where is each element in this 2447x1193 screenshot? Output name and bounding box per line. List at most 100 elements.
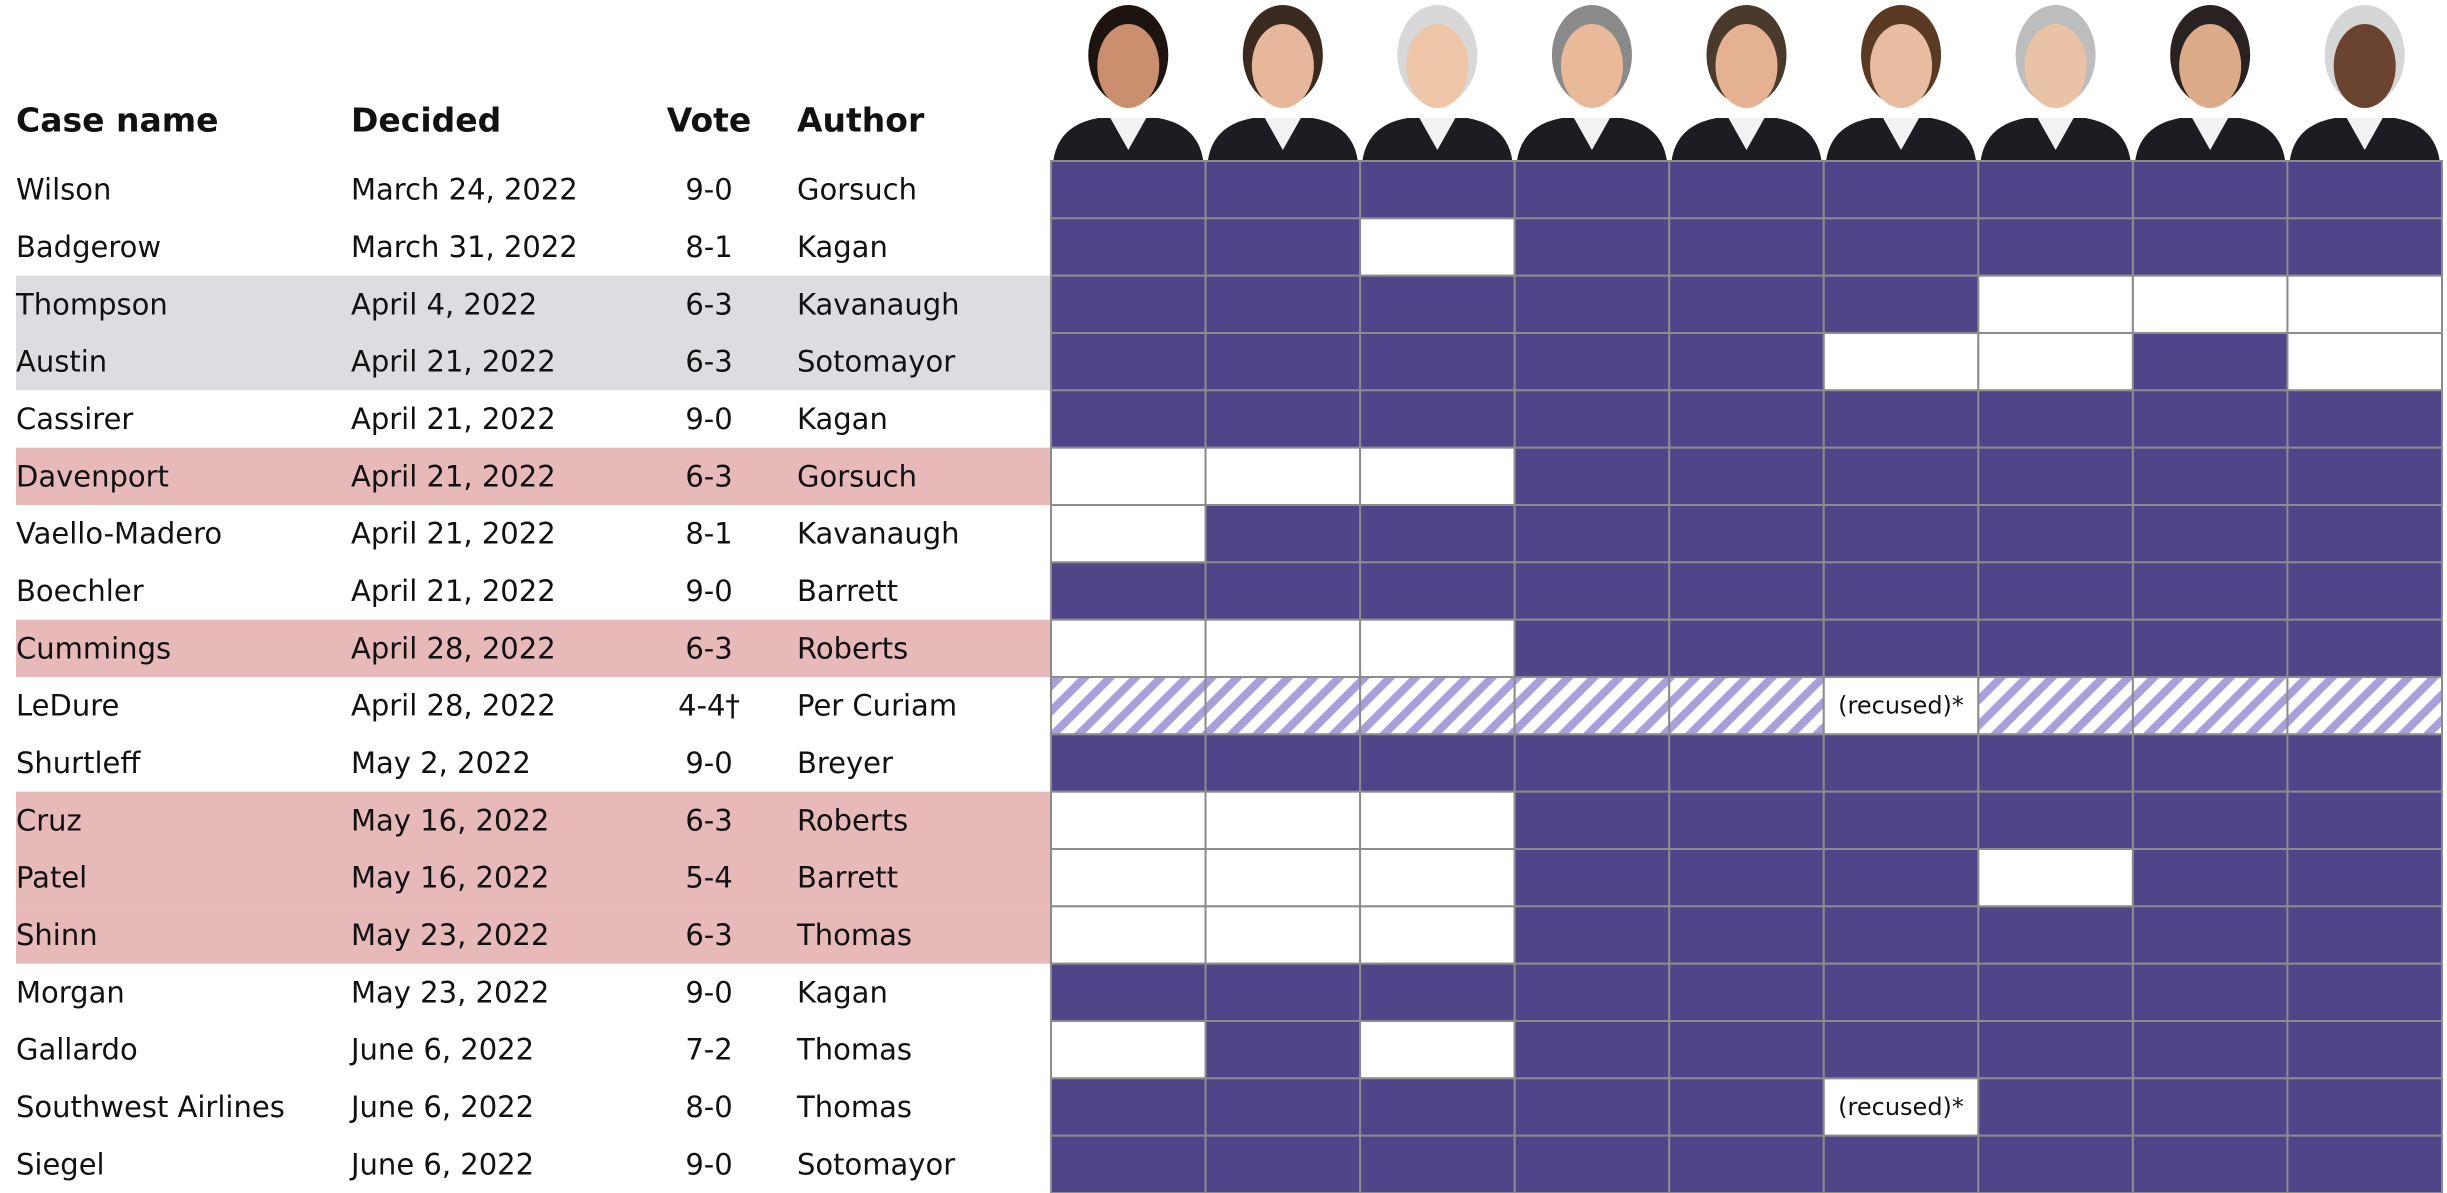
vote-cell	[1822, 160, 1980, 220]
row-highlight	[16, 333, 1051, 391]
vote-cell	[2131, 1077, 2289, 1137]
collar	[1573, 118, 1610, 150]
cell-author: Barrett	[797, 574, 898, 608]
vote-cell	[1977, 905, 2134, 965]
vote-cell	[1822, 217, 1980, 277]
cell-vote: 8-1	[685, 230, 732, 264]
cell-decided: June 6, 2022	[349, 1147, 534, 1181]
vote-cell	[2286, 733, 2443, 793]
cell-case: Cruz	[16, 803, 82, 837]
vote-cell	[2131, 217, 2289, 277]
collar	[1419, 118, 1456, 150]
vote-cell	[1359, 733, 1516, 793]
vote-cell	[2131, 389, 2289, 449]
cell-vote: 6-3	[685, 287, 732, 321]
vote-cell	[1668, 733, 1825, 793]
vote-cell	[1050, 217, 1207, 277]
cell-author: Kavanaugh	[797, 517, 960, 551]
vote-cell	[2131, 274, 2289, 334]
vote-cell	[1513, 848, 1671, 908]
cell-decided: April 21, 2022	[351, 402, 556, 436]
vote-cell	[1822, 561, 1980, 621]
cell-author: Barrett	[797, 861, 898, 895]
cell-vote: 9-0	[685, 746, 732, 780]
face	[2024, 24, 2087, 108]
cell-case: Davenport	[16, 459, 169, 493]
vote-cell	[2286, 676, 2443, 736]
vote-cell	[1513, 217, 1671, 277]
vote-cell	[1359, 389, 1516, 449]
cell-case: Vaello-Madero	[16, 517, 222, 551]
collar	[2346, 118, 2383, 150]
column-header: Decided	[351, 101, 501, 140]
cell-author: Kagan	[797, 975, 888, 1009]
vote-cell	[1668, 217, 1825, 277]
collar	[1110, 118, 1147, 150]
vote-cell	[1204, 561, 1362, 621]
vote-cell	[1513, 446, 1671, 506]
vote-cell	[1822, 733, 1980, 793]
vote-cell	[1050, 962, 1207, 1023]
vote-cell	[1513, 1134, 1671, 1193]
row-highlight	[16, 791, 1051, 849]
cell-author: Per Curiam	[797, 689, 957, 723]
vote-cell	[1359, 274, 1516, 334]
face	[1251, 24, 1314, 108]
vote-cell	[1359, 561, 1516, 621]
vote-cell	[2286, 332, 2443, 392]
cell-decided: May 23, 2022	[351, 975, 549, 1009]
cell-vote: 5-4	[685, 861, 732, 895]
vote-cell	[1977, 561, 2134, 621]
justice-photos	[1053, 5, 2440, 161]
cell-vote: 8-0	[685, 1090, 732, 1124]
face	[1560, 24, 1623, 108]
vote-cell	[1513, 389, 1671, 449]
vote-cell	[1977, 790, 2134, 851]
vote-cell	[2131, 160, 2289, 220]
vote-cell	[2131, 905, 2289, 965]
vote-cell	[1050, 160, 1207, 220]
vote-cell	[2131, 332, 2289, 392]
cell-case: Shurtleff	[16, 746, 141, 780]
vote-cell	[1050, 905, 1207, 965]
vote-cell	[1513, 274, 1671, 334]
vote-cell	[2286, 1134, 2443, 1193]
vote-cell	[1359, 217, 1516, 277]
cell-vote: 9-0	[685, 173, 732, 207]
vote-cell	[1513, 618, 1671, 679]
vote-cell	[2286, 848, 2443, 908]
row-highlight	[16, 906, 1051, 964]
vote-cell	[1359, 905, 1516, 965]
vote-cell	[1359, 676, 1516, 736]
recused-label: (recused)*	[1838, 692, 1964, 720]
vote-cell	[1822, 1020, 1980, 1080]
cell-author: Thomas	[796, 918, 912, 952]
vote-cell	[1668, 905, 1825, 965]
vote-cell	[1359, 1134, 1516, 1193]
cell-author: Roberts	[797, 803, 908, 837]
vote-cell	[1977, 160, 2134, 220]
vote-cell	[1822, 389, 1980, 449]
cell-author: Roberts	[797, 631, 908, 665]
cell-decided: April 21, 2022	[351, 345, 556, 379]
cell-author: Kagan	[797, 402, 888, 436]
vote-cell	[2286, 160, 2443, 220]
cell-case: Boechler	[16, 574, 144, 608]
face	[1715, 24, 1778, 108]
vote-cell	[2131, 504, 2289, 564]
vote-cell	[1822, 332, 1980, 392]
vote-cell	[1204, 217, 1362, 277]
cell-case: Cummings	[16, 631, 171, 665]
vote-cell	[1977, 389, 2134, 449]
cell-case: Morgan	[16, 975, 125, 1009]
vote-cell	[1050, 676, 1207, 736]
face	[1870, 24, 1933, 108]
vote-cell	[1668, 618, 1825, 679]
cell-author: Kagan	[797, 230, 888, 264]
vote-cell	[1668, 561, 1825, 621]
vote-cell	[1050, 790, 1207, 851]
face	[1406, 24, 1469, 108]
cell-author: Kavanaugh	[797, 287, 960, 321]
vote-cell	[1822, 962, 1980, 1023]
row-highlight	[16, 447, 1051, 505]
